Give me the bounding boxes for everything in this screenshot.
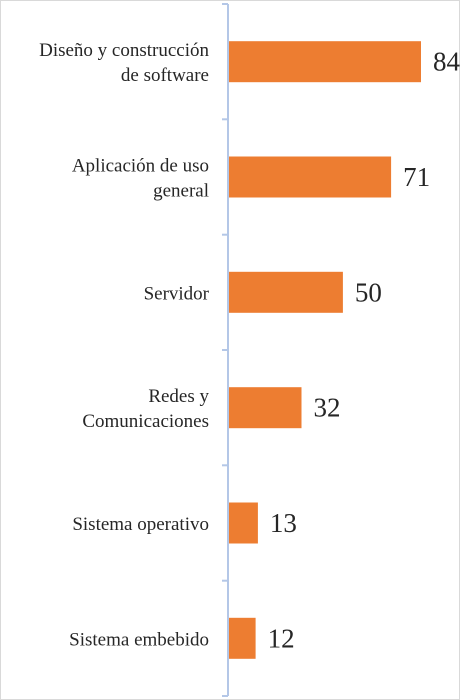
bar-6	[228, 617, 256, 659]
category-label-6: Sistema embebido	[69, 629, 209, 650]
bars-layer	[228, 41, 421, 659]
category-label-3: Servidor	[144, 283, 210, 304]
category-label-4: Redes y Comunicaciones	[82, 386, 209, 432]
category-label-5: Sistema operativo	[72, 514, 209, 535]
bar-1	[228, 41, 421, 83]
data-label-2: 71	[403, 162, 430, 192]
bar-5	[228, 502, 258, 544]
bar-2	[228, 156, 392, 198]
data-label-3: 50	[355, 277, 382, 307]
bar-3	[228, 271, 343, 313]
data-label-4: 32	[314, 393, 341, 423]
labels-layer: 84 Diseño y construcción de software 71 Apli…	[39, 40, 460, 653]
data-label-6: 12	[268, 623, 295, 653]
category-label-2: Aplicación de uso general	[72, 156, 209, 202]
data-label-1: 84	[433, 47, 460, 77]
category-label-1: Diseño y construcción de software	[39, 40, 209, 86]
category-axis	[222, 3, 229, 697]
bar-4	[228, 387, 302, 429]
data-label-5: 13	[270, 508, 297, 538]
